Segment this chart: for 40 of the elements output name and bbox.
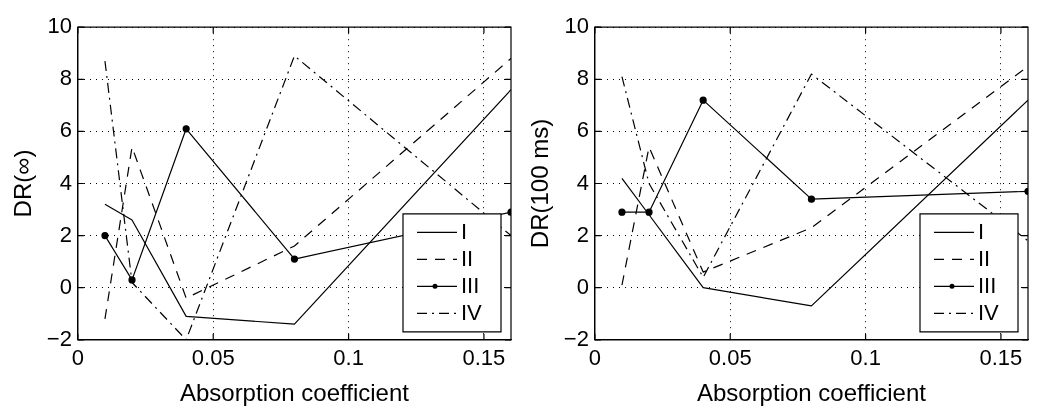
legend-label: II <box>978 246 991 272</box>
y-tick-label: −2 <box>46 325 72 351</box>
legend-label: III <box>461 273 480 299</box>
point <box>807 195 816 203</box>
legend-label: IV <box>461 300 483 326</box>
point <box>618 208 626 216</box>
x-tick-label: 0.05 <box>708 345 752 371</box>
y-tick-label: 4 <box>59 169 72 195</box>
x-axis-title: Absorption coefficient <box>696 379 927 407</box>
legend-label: I <box>461 219 468 245</box>
point <box>645 208 653 216</box>
x-tick-label: 0.15 <box>462 345 506 371</box>
y-tick-label: 8 <box>576 65 589 91</box>
y-tick-label: 0 <box>59 273 72 299</box>
y-tick-label: 6 <box>59 117 72 143</box>
point <box>290 255 299 263</box>
x-tick-label: 0.15 <box>979 345 1023 371</box>
y-tick-label: 2 <box>59 221 72 247</box>
legend-label: I <box>978 219 985 245</box>
y-tick-label: 10 <box>47 13 72 39</box>
y-tick-label: 10 <box>564 13 589 39</box>
y-tick-label: −2 <box>563 325 589 351</box>
point <box>101 232 109 240</box>
y-tick-label: 8 <box>59 65 72 91</box>
y-tick-label: 4 <box>576 169 589 195</box>
y-tick-label: 6 <box>576 117 589 143</box>
x-tick-label: 0.1 <box>333 345 364 371</box>
point <box>128 276 136 284</box>
y-tick-label: 0 <box>576 273 589 299</box>
y-axis-title: DR(∞) <box>9 149 37 218</box>
x-tick-label: 0.05 <box>191 345 235 371</box>
x-tick-label: 0.1 <box>850 345 881 371</box>
legend-label: IV <box>978 300 1000 326</box>
point <box>699 96 707 104</box>
x-axis-title: Absorption coefficient <box>179 379 410 407</box>
point <box>182 125 190 133</box>
legend-label: II <box>461 246 474 272</box>
y-tick-label: 2 <box>576 221 589 247</box>
y-axis-title: DR(100 ms) <box>526 118 554 249</box>
legend-label: III <box>978 273 997 299</box>
